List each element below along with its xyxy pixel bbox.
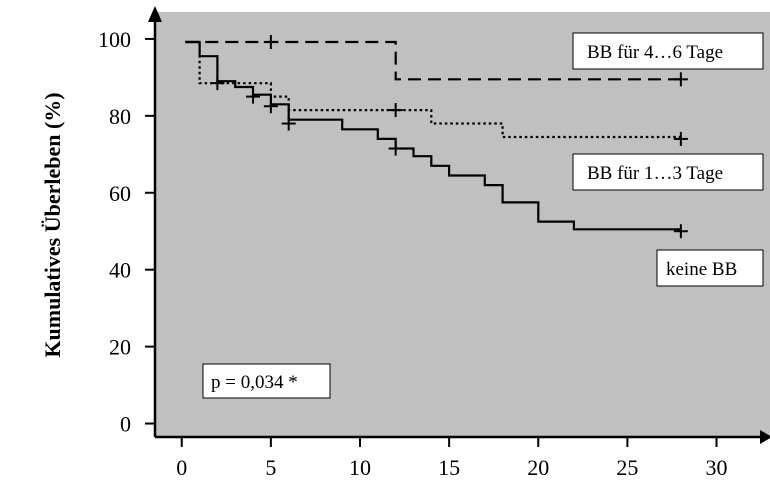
censor-mark-2-4 xyxy=(388,141,403,156)
y-tick-label-3: 60 xyxy=(109,181,131,206)
y-tick-label-2: 40 xyxy=(109,258,131,283)
x-axis-arrowhead xyxy=(760,430,770,444)
series-line-0 xyxy=(185,40,681,81)
censor-mark-2-0 xyxy=(210,76,225,91)
x-tick-label-1: 5 xyxy=(265,455,276,480)
y-tick-label-4: 80 xyxy=(109,104,131,129)
legend-label-4-6-days: BB für 4…6 Tage xyxy=(587,42,723,63)
y-tick-label-0: 0 xyxy=(120,412,131,437)
x-tick-label-3: 15 xyxy=(438,455,460,480)
censor-mark-2-1 xyxy=(246,89,261,104)
p-value-box: p = 0,034 * xyxy=(202,363,331,399)
series-line-2 xyxy=(185,40,681,231)
series-layer xyxy=(185,40,681,231)
censor-mark-2-2 xyxy=(263,99,278,114)
ticks-layer: 0 5 10 15 20 25 30 0 20 40 60 80 100 xyxy=(98,27,728,480)
x-tick-label-4: 20 xyxy=(527,455,549,480)
censor-mark-0-1 xyxy=(673,72,688,87)
x-tick-label-0: 0 xyxy=(176,455,187,480)
censor-mark-1-0 xyxy=(388,103,403,118)
y-axis-label: Kumulatives Überleben (%) xyxy=(40,92,65,357)
censor-mark-2-3 xyxy=(281,116,296,131)
legend-box-keine-bb: keine BB xyxy=(656,249,764,287)
x-tick-label-5: 25 xyxy=(616,455,638,480)
x-tick-label-2: 10 xyxy=(349,455,371,480)
axes-layer xyxy=(148,6,770,444)
legend-label-keine-bb: keine BB xyxy=(666,259,737,280)
censor-mark-1-1 xyxy=(673,131,688,146)
censor-mark-0-0 xyxy=(263,35,278,49)
legend-box-1-3-days: BB für 1…3 Tage xyxy=(572,153,764,191)
legend-label-1-3-days: BB für 1…3 Tage xyxy=(587,163,723,184)
p-value-text: p = 0,034 * xyxy=(211,372,298,393)
censor-mark-2-5 xyxy=(673,224,688,239)
legend-box-4-6-days: BB für 4…6 Tage xyxy=(572,32,764,70)
x-tick-label-6: 30 xyxy=(706,455,728,480)
y-tick-label-1: 20 xyxy=(109,335,131,360)
y-axis-arrowhead xyxy=(148,6,162,22)
censor-marks-layer xyxy=(210,35,688,239)
y-tick-label-5: 100 xyxy=(98,27,131,52)
